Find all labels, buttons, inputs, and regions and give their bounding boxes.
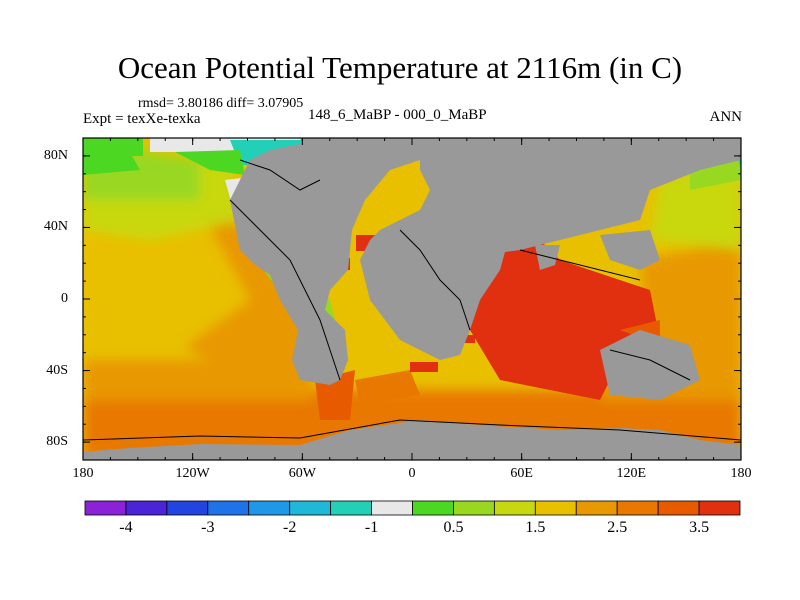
- rmsd-stats: rmsd= 3.80186 diff= 3.07905: [138, 96, 304, 111]
- lon-label: 120W: [175, 466, 210, 481]
- axis-ticks: [82, 137, 742, 461]
- colorbar-swatch: [412, 500, 454, 516]
- lon-label: 60W: [288, 466, 316, 481]
- colorbar: [84, 500, 741, 516]
- colorbar-swatch: [453, 500, 495, 516]
- difference-label: 148_6_MaBP - 000_0_MaBP: [308, 107, 487, 123]
- land-masses: [83, 138, 741, 460]
- colorbar-label: -1: [364, 519, 379, 536]
- colorbar-swatch: [616, 500, 659, 516]
- colorbar-label: 3.5: [689, 519, 710, 536]
- colorbar-label: -2: [283, 519, 297, 536]
- colorbar-swatch: [166, 500, 209, 516]
- colorbar-swatch: [657, 500, 700, 516]
- colorbar-label: 2.5: [607, 519, 628, 536]
- colorbar-swatch: [575, 500, 618, 516]
- colorbar-swatch: [371, 500, 413, 516]
- colorbar-swatch: [248, 500, 291, 516]
- colorbar-swatch: [698, 500, 741, 516]
- experiment-label: Expt = texXe-texka: [83, 111, 201, 127]
- coastlines: [83, 159, 741, 441]
- colorbar-label: -3: [201, 519, 215, 536]
- colorbar-label: 1.5: [525, 519, 546, 536]
- colorbar-swatch: [125, 500, 168, 516]
- lon-label: 0: [408, 466, 416, 481]
- season-label: ANN: [709, 109, 743, 125]
- colorbar-swatch: [493, 500, 536, 516]
- lon-label: 180: [72, 466, 94, 481]
- lon-label: 180: [730, 466, 752, 481]
- lat-label: 80N: [43, 147, 68, 163]
- colorbar-label: -4: [119, 519, 133, 536]
- colorbar-swatch: [207, 500, 250, 516]
- lon-label: 120E: [616, 466, 647, 481]
- lon-label: 60E: [510, 466, 533, 481]
- lat-label: 40S: [46, 362, 68, 378]
- lat-label: 0: [61, 291, 68, 306]
- colorbar-swatch: [289, 500, 332, 516]
- colorbar-swatch: [330, 500, 372, 516]
- lat-label: 80S: [46, 434, 68, 450]
- lat-label: 40N: [43, 219, 68, 235]
- colorbar-swatch: [534, 500, 577, 516]
- colorbar-swatch: [84, 500, 127, 516]
- colorbar-label: 0.5: [443, 519, 464, 536]
- chart-title: Ocean Potential Temperature at 2116m (in…: [117, 50, 683, 85]
